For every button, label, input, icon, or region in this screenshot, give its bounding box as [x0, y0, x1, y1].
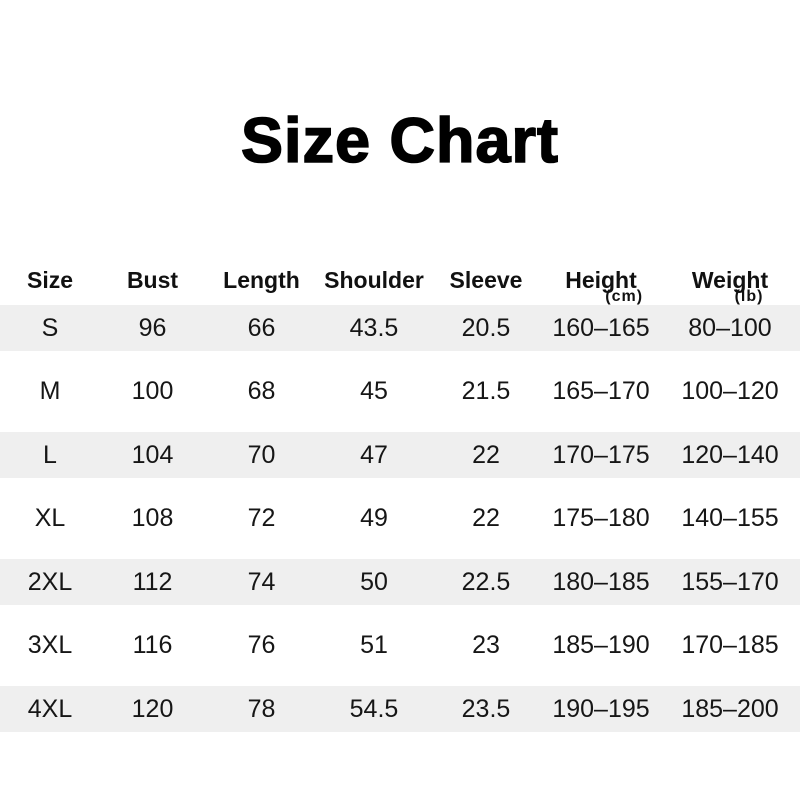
cell-bust: 116 [132, 631, 173, 659]
cell-weight: 100–120 [681, 377, 779, 405]
cell-sleeve: 23 [472, 631, 500, 659]
header-unit-cm: (cm) [605, 288, 644, 305]
header-label-bust: Bust [126, 267, 179, 293]
cell-weight: 80–100 [688, 313, 772, 342]
cell-shoulder: 47 [360, 440, 388, 469]
cell-shoulder: 51 [360, 631, 388, 659]
cell-weight: 120–140 [681, 440, 779, 469]
cell-size: M [39, 377, 61, 405]
cell-shoulder: 50 [360, 567, 388, 596]
cell-length: 74 [247, 567, 276, 596]
cell-height: 185–190 [552, 631, 650, 659]
table-row-2xl: 2XL 112 74 50 22.5 180–185 155–170 [0, 559, 800, 605]
column-header-size: Size [0, 256, 100, 305]
column-header-weight: Weight (lb) [660, 256, 800, 305]
cell-shoulder: 54.5 [349, 694, 399, 723]
cell-height: 165–170 [552, 377, 650, 405]
size-table: Size Bust Length Shoulder Sleeve Height [0, 256, 800, 732]
cell-weight: 185–200 [681, 694, 779, 723]
cell-bust: 120 [131, 694, 174, 723]
header-label-weight: Weight [691, 267, 769, 293]
cell-sleeve: 23.5 [461, 694, 511, 723]
column-header-length: Length [205, 256, 318, 305]
cell-weight: 140–155 [681, 504, 779, 532]
cell-weight: 170–185 [681, 631, 779, 659]
table-row-l: L 104 70 47 22 170–175 120–140 [0, 432, 800, 478]
cell-sleeve: 22.5 [461, 567, 511, 596]
cell-weight: 155–170 [681, 567, 779, 596]
column-header-bust: Bust [100, 256, 205, 305]
column-header-sleeve: Sleeve [430, 256, 542, 305]
table-row-4xl: 4XL 120 78 54.5 23.5 190–195 185–200 [0, 686, 800, 732]
header-unit-lb: (lb) [734, 288, 764, 305]
table-row-xl: XL 108 72 49 22 175–180 140–155 [0, 478, 800, 559]
table-row-s: S 96 66 43.5 20.5 160–165 80–100 [0, 305, 800, 351]
cell-sleeve: 21.5 [461, 377, 511, 405]
header-label-shoulder: Shoulder [324, 267, 424, 293]
cell-sleeve: 20.5 [461, 313, 511, 342]
table-header: Size Bust Length Shoulder Sleeve Height [0, 256, 800, 305]
header-label-size: Size [26, 267, 74, 293]
cell-length: 78 [247, 694, 276, 723]
cell-height: 190–195 [552, 694, 650, 723]
cell-length: 68 [247, 377, 276, 405]
cell-size: XL [34, 504, 66, 532]
column-header-height: Height (cm) [542, 256, 660, 305]
cell-size: S [41, 313, 59, 342]
cell-shoulder: 43.5 [349, 313, 399, 342]
cell-size: 3XL [27, 631, 73, 659]
cell-bust: 108 [131, 504, 174, 532]
cell-bust: 112 [132, 567, 173, 596]
header-label-height: Height [565, 267, 637, 293]
cell-length: 70 [247, 440, 276, 469]
table-row-m: M 100 68 45 21.5 165–170 100–120 [0, 351, 800, 432]
cell-shoulder: 49 [360, 504, 388, 532]
cell-sleeve: 22 [472, 504, 500, 532]
cell-height: 175–180 [552, 504, 650, 532]
header-row: Size Bust Length Shoulder Sleeve Height [0, 256, 800, 305]
cell-height: 160–165 [552, 313, 650, 342]
cell-length: 72 [247, 504, 276, 532]
header-label-sleeve: Sleeve [449, 267, 523, 293]
column-header-shoulder: Shoulder [318, 256, 430, 305]
page-title: Size Chart [240, 105, 560, 177]
cell-length: 76 [247, 631, 276, 659]
cell-length: 66 [247, 313, 276, 342]
cell-height: 180–185 [552, 567, 650, 596]
cell-sleeve: 22 [472, 440, 500, 469]
table-row-3xl: 3XL 116 76 51 23 185–190 170–185 [0, 605, 800, 686]
cell-shoulder: 45 [360, 377, 388, 405]
cell-height: 170–175 [552, 440, 650, 469]
cell-bust: 100 [131, 377, 174, 405]
size-chart-page: Size Chart Size Bust Length [0, 105, 800, 732]
table-body: S 96 66 43.5 20.5 160–165 80–100 M 100 6… [0, 305, 800, 732]
header-label-length: Length [223, 267, 300, 293]
cell-size: L [43, 440, 57, 469]
cell-bust: 104 [131, 440, 174, 469]
cell-size: 2XL [27, 567, 73, 596]
cell-bust: 96 [138, 313, 167, 342]
cell-size: 4XL [27, 694, 73, 723]
